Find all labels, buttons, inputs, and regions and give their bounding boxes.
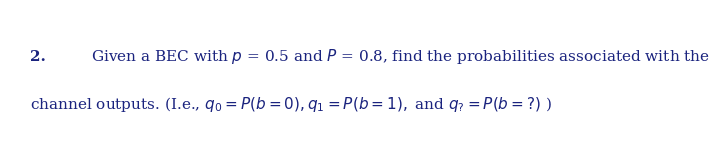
Text: 2.: 2.: [30, 50, 46, 64]
Text: Given a BEC with $p$ = 0.5 and $P$ = 0.8, find the probabilities associated with: Given a BEC with $p$ = 0.5 and $P$ = 0.8…: [91, 48, 709, 66]
Text: channel outputs. (I.e., $q_0 = P(b = 0), q_1 = P(b = 1),$ and $q_? = P(b =?)$ ): channel outputs. (I.e., $q_0 = P(b = 0),…: [30, 96, 552, 114]
